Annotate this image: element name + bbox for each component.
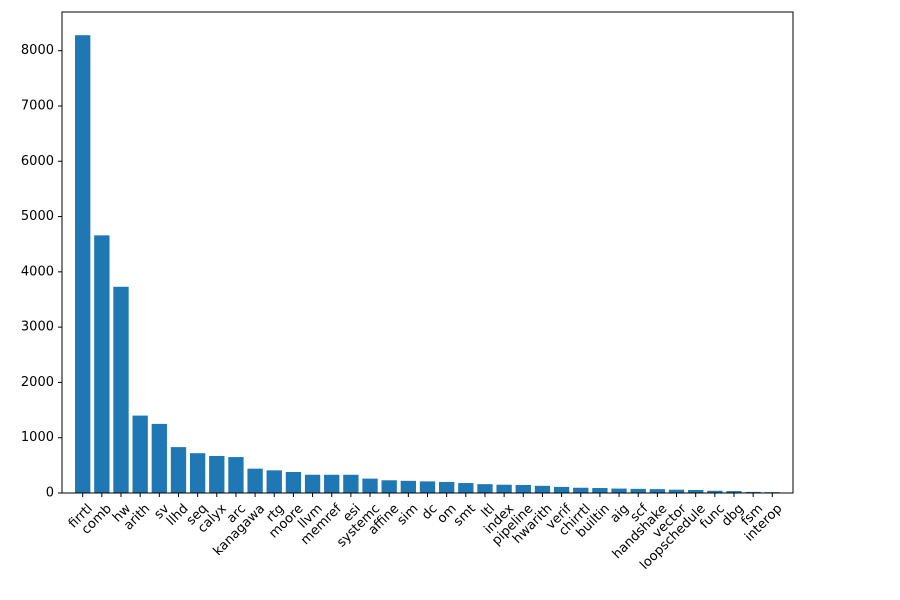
bar-ltl	[477, 484, 493, 493]
bar-om	[438, 481, 455, 493]
y-tick-label: 2000	[21, 375, 54, 390]
x-axis: firrtlcombhwarithsvllhdseqcalyxarckanaga…	[66, 493, 785, 573]
bar-arith	[132, 415, 148, 493]
bar-llvm	[304, 474, 321, 493]
y-tick-label: 4000	[21, 264, 54, 279]
bar-builtin	[592, 488, 608, 493]
bar-memref	[324, 474, 340, 493]
bar-fsm	[745, 491, 761, 493]
bar-dbg	[726, 491, 742, 493]
y-axis: 0 1000 2000 3000 4000 5000 6000 7000 8000	[21, 43, 62, 501]
plot-frame	[61, 11, 794, 494]
bar-sv	[151, 423, 167, 493]
y-tick-label: 7000	[21, 98, 54, 113]
bar-rtg	[266, 470, 282, 493]
bar-calyx	[209, 455, 225, 493]
y-tick-label: 1000	[21, 430, 54, 445]
bar-func	[707, 490, 723, 493]
y-tick-label: 0	[46, 486, 54, 501]
bar-loopschedule	[688, 489, 704, 493]
x-tick-label: smt	[451, 501, 479, 529]
bar-llhd	[170, 447, 187, 493]
bar-sim	[400, 480, 417, 493]
bar-kanagawa	[247, 468, 263, 493]
bar-hw	[113, 286, 129, 493]
bar-pipeline	[515, 484, 531, 493]
y-tick-label: 5000	[21, 209, 54, 224]
bar-moore	[285, 471, 302, 493]
bar-firrtl	[75, 35, 91, 493]
bar-arc	[228, 457, 244, 493]
bar-vector	[668, 489, 685, 493]
bar-dc	[419, 481, 436, 493]
bars-group	[75, 35, 780, 494]
bar-index	[496, 484, 512, 493]
bar-scf	[630, 488, 646, 493]
bar-verif	[553, 486, 570, 493]
bar-affine	[381, 480, 397, 493]
bar-chirrtl	[573, 487, 589, 493]
y-tick-label: 3000	[21, 320, 54, 335]
bar-esi	[343, 474, 359, 493]
bar-aig	[611, 488, 627, 493]
y-tick-label: 6000	[21, 154, 54, 169]
x-tick-label: sim	[394, 501, 421, 528]
y-tick-label: 8000	[21, 43, 54, 58]
bar-hwarith	[534, 485, 551, 493]
bar-comb	[94, 235, 110, 494]
bar-systemc	[362, 478, 378, 493]
bar-seq	[189, 453, 206, 493]
bar-handshake	[649, 489, 666, 493]
bar-smt	[458, 483, 474, 493]
